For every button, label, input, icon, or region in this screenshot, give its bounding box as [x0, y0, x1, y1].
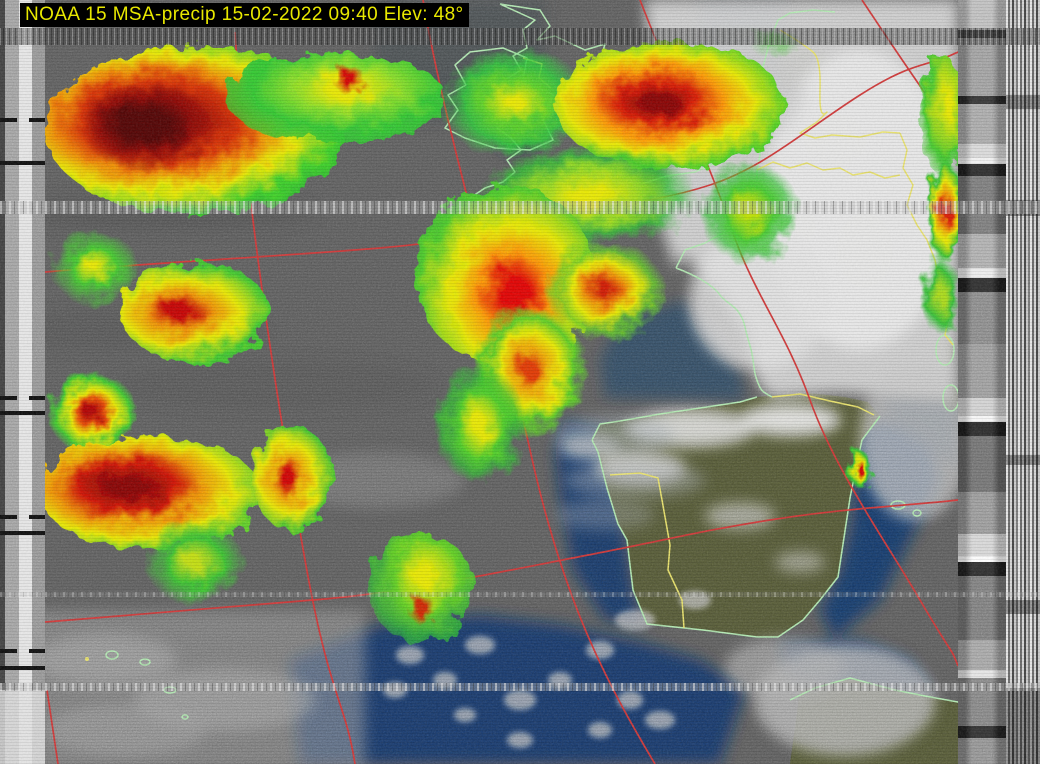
map-overlay-svg — [45, 0, 958, 764]
right-telemetry-wedges — [958, 0, 1006, 764]
title-bar: NOAA 15 MSA-precip 15-02-2022 09:40 Elev… — [20, 3, 469, 27]
title-text: NOAA 15 MSA-precip 15-02-2022 09:40 Elev… — [25, 4, 464, 25]
satellite-image — [45, 0, 958, 764]
left-telemetry-strip — [0, 0, 45, 764]
left-strip-bottom-noise — [0, 690, 45, 764]
right-sync-stripes — [1006, 0, 1040, 764]
